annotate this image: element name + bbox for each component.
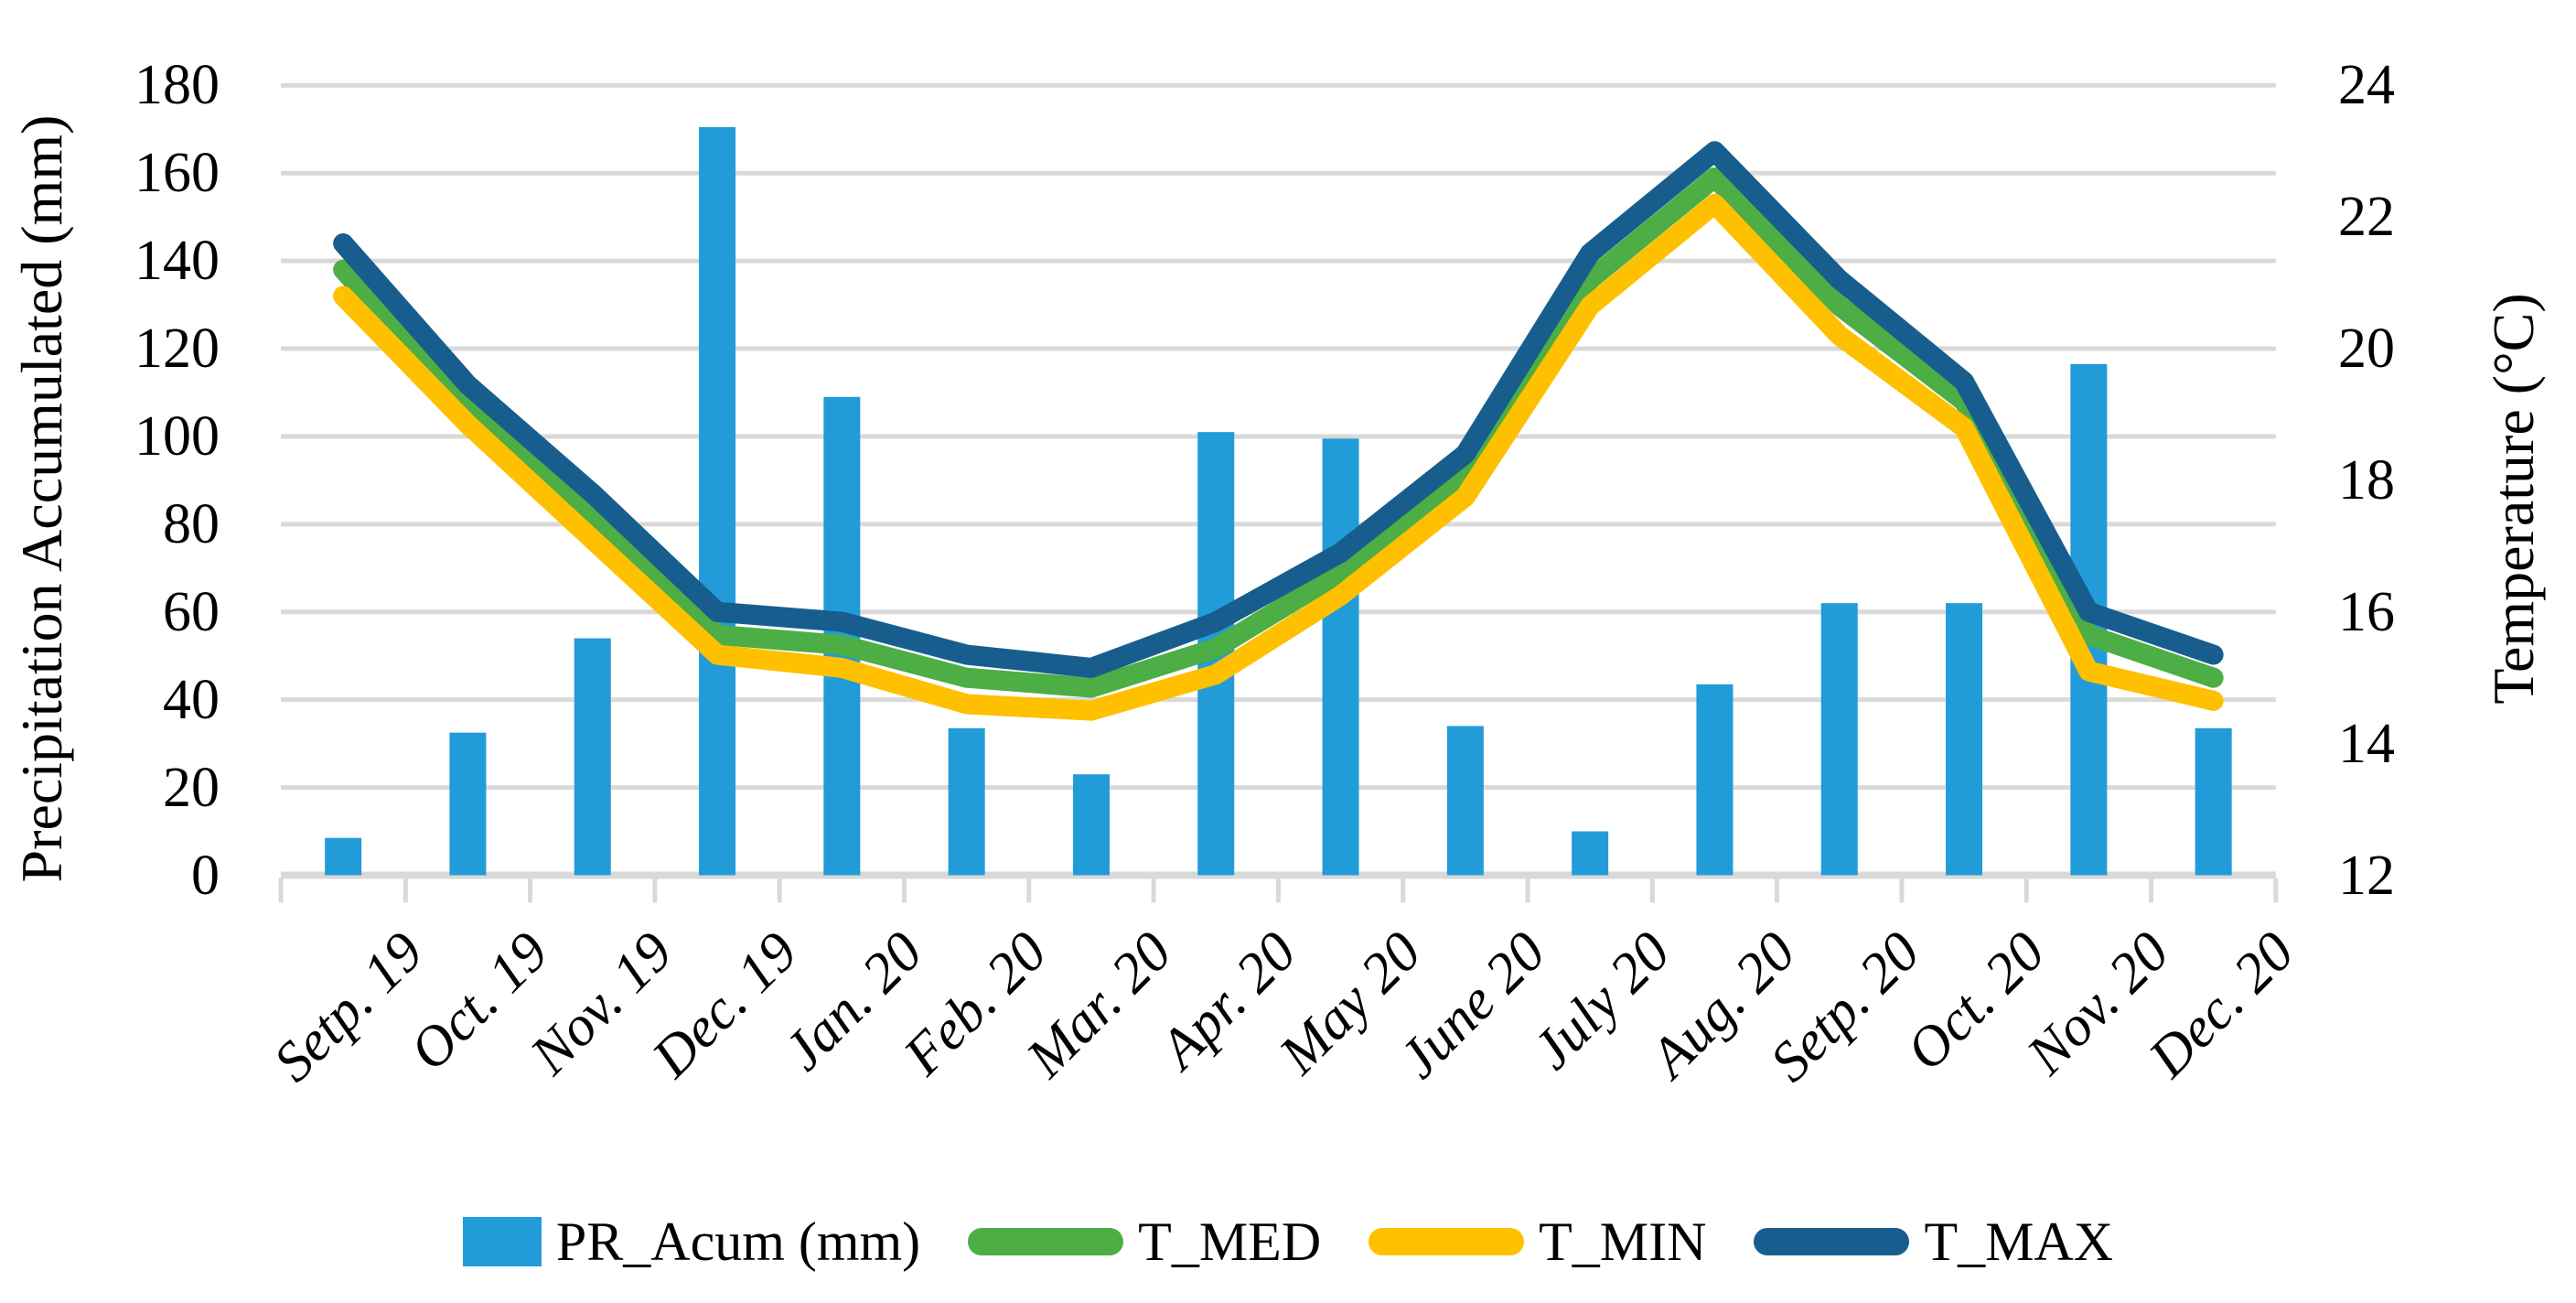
left-axis-tick: 140	[134, 230, 220, 293]
precipitation-bar	[1446, 726, 1484, 876]
precipitation-bar	[1322, 438, 1359, 876]
precipitation-bar	[325, 837, 362, 876]
line-swatch-icon	[1368, 1228, 1525, 1255]
right-axis-tick: 16	[2338, 580, 2395, 643]
precipitation-bar	[1072, 774, 1110, 876]
precipitation-bar	[2195, 727, 2232, 876]
precipitation-bar	[699, 126, 736, 876]
left-axis-tick: 0	[191, 844, 220, 907]
right-axis-title: Temperature (°C)	[2481, 293, 2546, 705]
left-axis-tick: 120	[134, 318, 220, 381]
bar-swatch-icon	[462, 1217, 542, 1266]
precipitation-bar	[1696, 684, 1733, 876]
precipitation-bar	[1820, 603, 1858, 876]
left-axis-tick: 180	[134, 54, 220, 117]
line-t-med	[333, 167, 2224, 698]
left-axis-tick: 160	[134, 142, 220, 205]
right-axis-tick: 12	[2338, 844, 2395, 907]
line-swatch-icon	[968, 1228, 1124, 1255]
legend-label: T_MAX	[1924, 1211, 2114, 1272]
right-axis-tick: 24	[2338, 54, 2395, 117]
right-axis-tick: 18	[2338, 448, 2395, 512]
precipitation-bar	[1572, 831, 1609, 876]
line-t-min	[333, 193, 2224, 721]
precipitation-bar	[574, 638, 611, 876]
right-axis-tick: 20	[2338, 318, 2395, 381]
legend-item-t-med: T_MED	[968, 1214, 1321, 1269]
legend-label: T_MIN	[1539, 1211, 1707, 1272]
legend: PR_Acum (mm) T_MED T_MIN T_MAX	[0, 1201, 2576, 1283]
left-axis-title: Precipitation Accumulated (mm)	[9, 114, 74, 883]
left-axis-tick: 80	[163, 492, 220, 555]
legend-item-t-min: T_MIN	[1368, 1214, 1706, 1269]
left-axis-tick: 20	[163, 756, 220, 819]
precipitation-bar	[948, 727, 985, 876]
line-swatch-icon	[1754, 1228, 1910, 1255]
precipitation-bar	[449, 732, 487, 876]
left-axis-tick: 100	[134, 404, 220, 468]
legend-label: T_MED	[1138, 1211, 1322, 1272]
legend-item-pr-acum: PR_Acum (mm)	[462, 1211, 921, 1272]
right-axis-tick: 14	[2338, 712, 2395, 775]
line-t-max	[333, 141, 2224, 678]
legend-item-t-max: T_MAX	[1754, 1214, 2113, 1269]
right-axis-tick: 22	[2338, 186, 2395, 249]
legend-label: PR_Acum (mm)	[555, 1211, 921, 1272]
left-axis-tick: 60	[163, 580, 220, 643]
left-axis-tick: 40	[163, 668, 220, 731]
precipitation-bar	[1946, 603, 1983, 876]
